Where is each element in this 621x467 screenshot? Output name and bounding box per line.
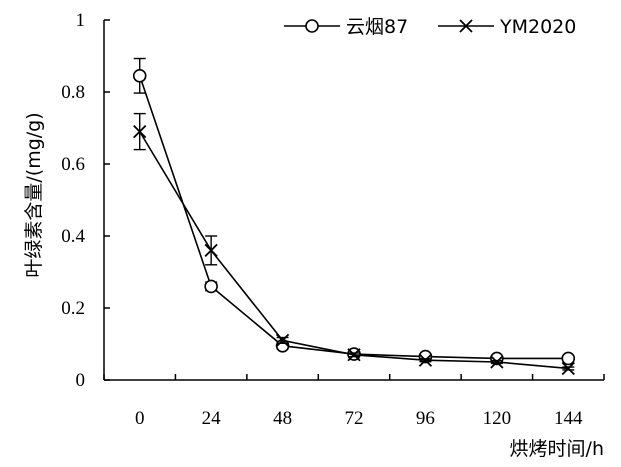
marker-stroke: [561, 361, 575, 376]
y-tick-label: 0: [76, 370, 86, 391]
legend: 云烟87 YM2020: [284, 16, 576, 38]
data-point-ym2020: [347, 348, 361, 362]
marker-stroke: [204, 243, 218, 258]
y-axis-title: 叶绿素含量/(mg/g): [23, 112, 45, 277]
x-tick-label: 24: [202, 408, 222, 429]
marker-stroke: [490, 355, 504, 369]
axes-layer: 0 0.2 0.4 0.6 0.8 1 0 24 48 72 96 120 144: [61, 10, 605, 429]
data-point-ym2020: [490, 355, 504, 369]
series-line-yunyan87: [138, 75, 569, 360]
x-tick-label: 48: [273, 408, 292, 429]
legend-marker: [305, 19, 319, 33]
series-ym2020: [133, 112, 575, 376]
y-tick-label: 1: [76, 10, 86, 31]
legend-label: 云烟87: [346, 16, 408, 38]
x-tick-label: 96: [416, 408, 435, 429]
x-tick-label: 0: [135, 408, 145, 429]
legend-item-yunyan87: 云烟87: [284, 16, 408, 38]
legend-label: YM2020: [499, 16, 576, 38]
marker-stroke: [418, 353, 433, 367]
marker-stroke: [133, 124, 147, 139]
data-point-yunyan87: [561, 351, 576, 366]
data-point-ym2020: [133, 124, 147, 139]
series-yunyan87: [132, 57, 576, 366]
marker-stroke: [459, 19, 473, 33]
y-tick-label: 0.8: [61, 82, 85, 103]
data-point-ym2020: [418, 353, 433, 367]
data-point-yunyan87: [204, 279, 218, 294]
x-tick-label: 144: [554, 408, 583, 429]
y-tick-label: 0.4: [61, 226, 85, 247]
x-tick-label: 120: [483, 408, 512, 429]
data-point-ym2020: [204, 243, 218, 258]
y-tick-label: 0.2: [61, 298, 85, 319]
data-point-ym2020: [275, 333, 290, 348]
x-tick-label: 72: [345, 408, 364, 429]
legend-item-ym2020: YM2020: [438, 16, 576, 38]
x-axis-title: 烘烤时间/h: [510, 438, 604, 460]
y-tick-label: 0.6: [61, 154, 85, 175]
marker-stroke: [347, 348, 361, 362]
series-layer: [132, 57, 576, 376]
data-point-yunyan87: [132, 69, 147, 83]
data-point-ym2020: [561, 361, 575, 376]
legend-marker: [459, 19, 473, 33]
series-line-ym2020: [139, 131, 569, 370]
marker-stroke: [275, 333, 290, 348]
